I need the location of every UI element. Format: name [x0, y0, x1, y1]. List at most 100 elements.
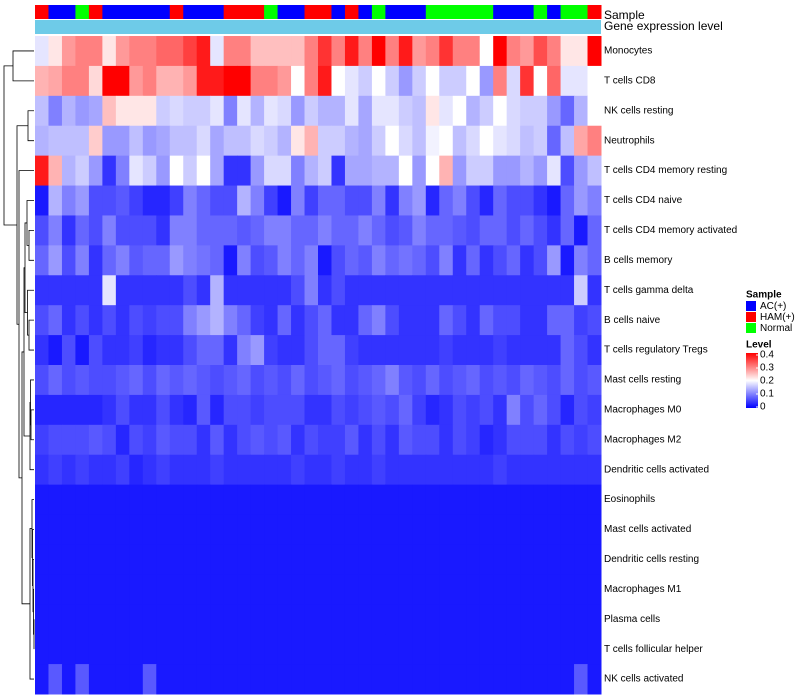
heatmap-cell: [210, 574, 225, 605]
heatmap-cell: [277, 185, 292, 216]
heatmap-cell: [574, 155, 589, 187]
heatmap-cell: [358, 245, 373, 276]
heatmap-cell: [439, 424, 454, 456]
heatmap-cell: [183, 604, 198, 635]
heatmap-cell: [35, 544, 49, 575]
heatmap-cell: [452, 305, 467, 336]
legend-group-label: AC(+): [760, 301, 786, 312]
heatmap-cell: [223, 185, 238, 216]
heatmap-cell: [318, 155, 332, 187]
heatmap-cell: [385, 454, 400, 486]
heatmap-cell: [533, 544, 548, 575]
heatmap-cell: [318, 215, 332, 246]
heatmap-cell: [452, 454, 467, 486]
heatmap-cell: [129, 394, 144, 426]
heatmap-cell: [506, 185, 521, 216]
heatmap-cell: [533, 305, 548, 336]
heatmap-cell: [264, 634, 279, 665]
sample-annotation-cell: [237, 5, 252, 19]
legend-swatch: [746, 312, 756, 322]
row-label: B cells memory: [604, 255, 672, 266]
row-label: Monocytes: [604, 46, 652, 57]
heatmap-cell: [425, 394, 440, 426]
heatmap-cell: [129, 365, 144, 396]
heatmap-cell: [358, 394, 373, 426]
heatmap-cell: [547, 65, 562, 97]
heatmap-cell: [75, 544, 90, 575]
heatmap-cell: [183, 544, 198, 575]
heatmap-cell: [385, 664, 400, 695]
dendrogram-link: [28, 230, 34, 261]
heatmap-cell: [304, 95, 319, 127]
heatmap-cell: [223, 155, 238, 187]
heatmap-cell: [196, 335, 211, 366]
heatmap-cell: [547, 245, 562, 276]
heatmap-cell: [560, 424, 575, 456]
sample-annotation-cell: [223, 5, 238, 19]
heatmap-cell: [169, 484, 184, 516]
heatmap-cell: [493, 634, 508, 665]
heatmap-cell: [115, 95, 130, 127]
heatmap-cell: [115, 185, 130, 216]
heatmap-cell: [223, 574, 238, 605]
heatmap-cell: [102, 245, 117, 276]
heatmap-cell: [466, 394, 481, 426]
heatmap-cell: [88, 155, 103, 187]
heatmap-cell: [587, 65, 602, 97]
heatmap-cell: [344, 125, 359, 157]
heatmap-cell: [88, 215, 103, 246]
heatmap-cell: [156, 365, 171, 396]
heatmap-cell: [115, 36, 130, 67]
heatmap-cell: [371, 394, 386, 426]
heatmap-cell: [169, 155, 184, 187]
heatmap-cell: [129, 155, 144, 187]
heatmap-cell: [547, 275, 562, 306]
legend-level-colorbar: [746, 353, 758, 408]
heatmap-cell: [183, 95, 198, 127]
heatmap-cell: [75, 65, 90, 97]
heatmap-cell: [291, 544, 306, 575]
heatmap-cell: [371, 454, 386, 486]
heatmap-cell: [560, 305, 575, 336]
heatmap-cell: [425, 424, 440, 456]
row-label: B cells naive: [604, 315, 661, 326]
heatmap-cell: [210, 36, 225, 67]
heatmap-cell: [452, 574, 467, 605]
heatmap-cell: [210, 95, 225, 127]
heatmap-cell: [560, 125, 575, 157]
sample-annotation-cell: [425, 5, 440, 19]
heatmap-cell: [196, 634, 211, 665]
heatmap-cell: [183, 65, 198, 97]
heatmap-cell: [533, 664, 548, 695]
heatmap-cell: [277, 664, 292, 695]
heatmap-cell: [61, 215, 76, 246]
heatmap-cell: [479, 335, 494, 366]
heatmap-cell: [223, 275, 238, 306]
heatmap-cell: [425, 275, 440, 306]
heatmap-cell: [129, 36, 144, 67]
heatmap-cell: [398, 95, 413, 127]
heatmap-cell: [520, 305, 535, 336]
heatmap-cell: [183, 36, 198, 67]
heatmap-cell: [156, 604, 171, 635]
heatmap-cell: [142, 65, 157, 97]
heatmap-cell: [439, 245, 454, 276]
heatmap-cell: [169, 394, 184, 426]
heatmap-cell: [277, 36, 292, 67]
heatmap-cell: [102, 424, 117, 456]
heatmap-cell: [358, 544, 373, 575]
heatmap-cell: [506, 215, 521, 246]
heatmap-cell: [560, 335, 575, 366]
heatmap-cell: [277, 215, 292, 246]
heatmap-cell: [237, 424, 252, 456]
heatmap-cell: [506, 305, 521, 336]
heatmap-cell: [115, 604, 130, 635]
heatmap-cell: [264, 65, 279, 97]
heatmap-cell: [371, 574, 386, 605]
sample-annotation-cell: [331, 5, 346, 19]
sample-annotation-cell: [156, 5, 171, 19]
heatmap-cell: [331, 185, 346, 216]
heatmap-cell: [142, 275, 157, 306]
heatmap-cell: [587, 634, 602, 665]
heatmap-cell: [466, 484, 481, 516]
